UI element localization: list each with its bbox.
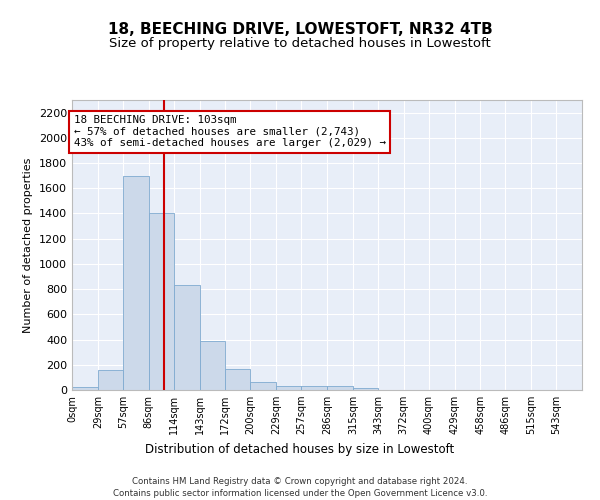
Text: Distribution of detached houses by size in Lowestoft: Distribution of detached houses by size …: [145, 442, 455, 456]
Text: Contains HM Land Registry data © Crown copyright and database right 2024.: Contains HM Land Registry data © Crown c…: [132, 478, 468, 486]
Bar: [353, 388, 378, 390]
Text: 18 BEECHING DRIVE: 103sqm
← 57% of detached houses are smaller (2,743)
43% of se: 18 BEECHING DRIVE: 103sqm ← 57% of detac…: [74, 115, 386, 148]
Bar: [98, 370, 123, 390]
Bar: [226, 369, 250, 390]
Bar: [327, 386, 353, 390]
Bar: [301, 386, 327, 390]
Y-axis label: Number of detached properties: Number of detached properties: [23, 158, 34, 332]
Bar: [173, 284, 199, 390]
Bar: [123, 176, 149, 390]
Text: Contains public sector information licensed under the Open Government Licence v3: Contains public sector information licen…: [113, 489, 487, 498]
Text: Size of property relative to detached houses in Lowestoft: Size of property relative to detached ho…: [109, 38, 491, 51]
Bar: [149, 214, 173, 390]
Bar: [250, 382, 276, 390]
Bar: [199, 342, 226, 390]
Text: 18, BEECHING DRIVE, LOWESTOFT, NR32 4TB: 18, BEECHING DRIVE, LOWESTOFT, NR32 4TB: [107, 22, 493, 38]
Bar: [72, 388, 98, 390]
Bar: [276, 386, 301, 390]
